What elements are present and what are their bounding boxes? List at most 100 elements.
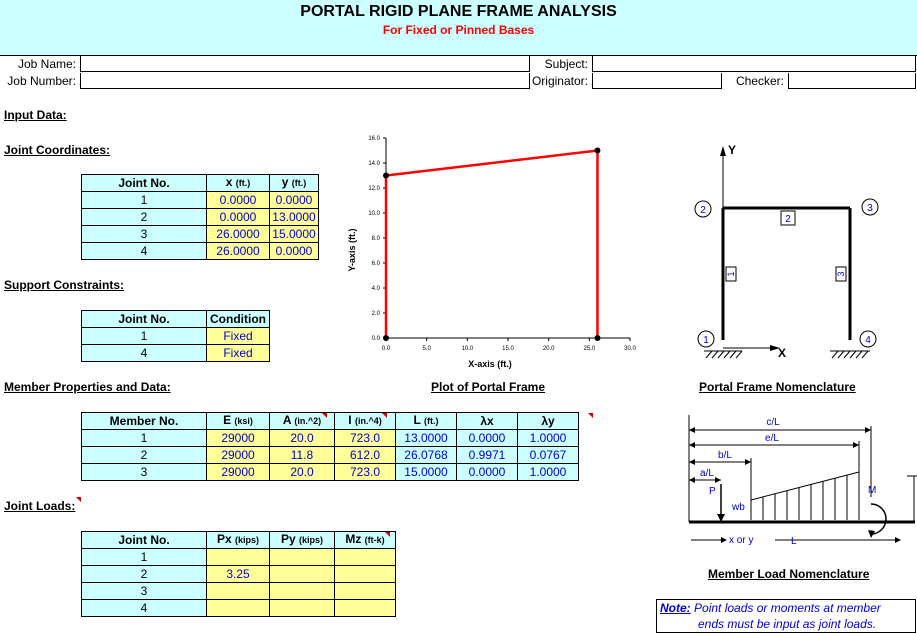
member-properties-heading: Member Properties and Data: bbox=[4, 380, 171, 394]
job-number-field[interactable] bbox=[80, 73, 530, 89]
px-input[interactable] bbox=[206, 582, 270, 600]
chart-axes bbox=[385, 138, 630, 339]
comment-marker[interactable] bbox=[382, 413, 387, 418]
py-input[interactable] bbox=[269, 599, 335, 617]
px-input[interactable] bbox=[206, 548, 270, 566]
joint-2-marker bbox=[694, 200, 712, 218]
mz-input[interactable] bbox=[334, 565, 396, 583]
col-header-a: A (in.^2) bbox=[269, 412, 335, 430]
comment-marker[interactable] bbox=[588, 413, 593, 418]
portal-frame-chart: 0.0 5.0 10.0 15.0 20.0 25.0 30.0 0.0 2.0 4.0 6.0 8.… bbox=[347, 136, 636, 369]
i-input[interactable]: 723.0 bbox=[334, 429, 396, 447]
frame-series-line bbox=[384, 149, 599, 338]
table-row: 4 26.0000 0.0000 bbox=[81, 242, 319, 260]
mz-input[interactable] bbox=[334, 582, 396, 600]
P-label: P bbox=[709, 486, 716, 497]
i-input[interactable]: 612.0 bbox=[334, 446, 396, 464]
member-load-title: Member Load Nomenclature bbox=[708, 567, 870, 581]
joint-cell: 1 bbox=[81, 548, 207, 566]
member-cell: 3 bbox=[81, 463, 207, 481]
member-1-box bbox=[725, 266, 737, 282]
moment-arrow-icon bbox=[870, 503, 887, 535]
x-tick-label: 15.0 bbox=[502, 346, 514, 352]
note-label: Note: bbox=[660, 601, 691, 615]
px-input[interactable] bbox=[206, 599, 270, 617]
y-tick-label: 16.0 bbox=[368, 136, 380, 142]
member-load-diagram: c/L e/L b/L a/L P wb M bbox=[688, 415, 917, 547]
joint-cell: 2 bbox=[81, 208, 207, 226]
condition-select[interactable]: Fixed bbox=[206, 344, 270, 362]
lambda-x-value: 0.0000 bbox=[456, 463, 518, 481]
table-row: 2 29000 11.8 612.0 26.0768 0.9971 0.0767 bbox=[81, 446, 579, 464]
x-input[interactable]: 0.0000 bbox=[206, 191, 270, 209]
y-input[interactable]: 13.0000 bbox=[269, 208, 319, 226]
x-axis-arrow-icon bbox=[770, 345, 780, 351]
table-row: 1 Fixed bbox=[81, 327, 270, 345]
note-line-1: Point loads or moments at member bbox=[694, 601, 881, 615]
col-header-x: x (ft.) bbox=[206, 174, 270, 192]
M-label: M bbox=[868, 485, 876, 496]
member-3-box bbox=[835, 266, 847, 282]
e-input[interactable]: 29000 bbox=[206, 429, 270, 447]
e-input[interactable]: 29000 bbox=[206, 463, 270, 481]
L-label: L bbox=[791, 536, 797, 547]
originator-label: Originator: bbox=[531, 74, 588, 88]
x-input[interactable]: 26.0000 bbox=[206, 225, 270, 243]
y-input[interactable]: 15.0000 bbox=[269, 225, 319, 243]
a-input[interactable]: 11.8 bbox=[269, 446, 335, 464]
mz-input[interactable] bbox=[334, 548, 396, 566]
comment-marker[interactable] bbox=[385, 532, 390, 537]
py-input[interactable] bbox=[269, 548, 335, 566]
table-row: 3 26.0000 15.0000 bbox=[81, 225, 319, 243]
x-tick-label: 10.0 bbox=[461, 346, 473, 352]
col-header-joint: Joint No. bbox=[81, 310, 207, 328]
joint-coordinates-heading: Joint Coordinates: bbox=[4, 143, 111, 157]
distributed-load-arrows-icon bbox=[750, 472, 860, 520]
nomenclature-title: Portal Frame Nomenclature bbox=[699, 380, 856, 394]
subject-field[interactable] bbox=[592, 56, 916, 72]
table-row: 2 3.25 bbox=[81, 565, 396, 583]
table-row: 4 bbox=[81, 599, 396, 617]
a-input[interactable]: 20.0 bbox=[269, 429, 335, 447]
y-input[interactable]: 0.0000 bbox=[269, 242, 319, 260]
input-data-heading: Input Data: bbox=[4, 108, 67, 122]
comment-marker[interactable] bbox=[322, 413, 327, 418]
comment-marker[interactable] bbox=[76, 497, 81, 502]
mz-input[interactable] bbox=[334, 599, 396, 617]
x-tick-label: 20.0 bbox=[543, 346, 555, 352]
joint-1-marker bbox=[697, 330, 715, 348]
e-input[interactable]: 29000 bbox=[206, 446, 270, 464]
checker-field[interactable] bbox=[788, 73, 916, 89]
y-tick-label: 2.0 bbox=[372, 311, 381, 317]
originator-field[interactable] bbox=[592, 73, 722, 89]
col-header-px: Px (kips) bbox=[206, 531, 270, 549]
l-value: 15.0000 bbox=[395, 463, 457, 481]
col-header-lambda-y: λy bbox=[517, 412, 579, 430]
py-input[interactable] bbox=[269, 565, 335, 583]
y-tick-label: 0.0 bbox=[372, 336, 381, 342]
col-header-y: y (ft.) bbox=[269, 174, 319, 192]
py-input[interactable] bbox=[269, 582, 335, 600]
x-axis-label: X bbox=[778, 346, 786, 360]
frame-joint-point bbox=[383, 335, 389, 341]
member-2-box bbox=[780, 210, 796, 226]
chart-x-label: X-axis (ft.) bbox=[468, 359, 512, 369]
px-input[interactable]: 3.25 bbox=[206, 565, 270, 583]
joint-4-label: 4 bbox=[865, 335, 871, 346]
a-input[interactable]: 20.0 bbox=[269, 463, 335, 481]
page-subtitle: For Fixed or Pinned Bases bbox=[382, 23, 535, 37]
job-name-label: Job Name: bbox=[17, 57, 76, 71]
condition-select[interactable]: Fixed bbox=[206, 327, 270, 345]
joint-2-label: 2 bbox=[700, 205, 706, 216]
l-value: 13.0000 bbox=[395, 429, 457, 447]
job-name-field[interactable] bbox=[80, 56, 530, 72]
joint-loads-table: Joint No. Px (kips) Py (kips) Mz (ft-k) … bbox=[81, 531, 396, 617]
joint-cell: 4 bbox=[81, 599, 207, 617]
joint-cell: 4 bbox=[81, 344, 207, 362]
x-input[interactable]: 26.0000 bbox=[206, 242, 270, 260]
y-tick-label: 14.0 bbox=[368, 161, 380, 167]
lambda-y-value: 1.0000 bbox=[517, 429, 579, 447]
x-input[interactable]: 0.0000 bbox=[206, 208, 270, 226]
y-input[interactable]: 0.0000 bbox=[269, 191, 319, 209]
i-input[interactable]: 723.0 bbox=[334, 463, 396, 481]
